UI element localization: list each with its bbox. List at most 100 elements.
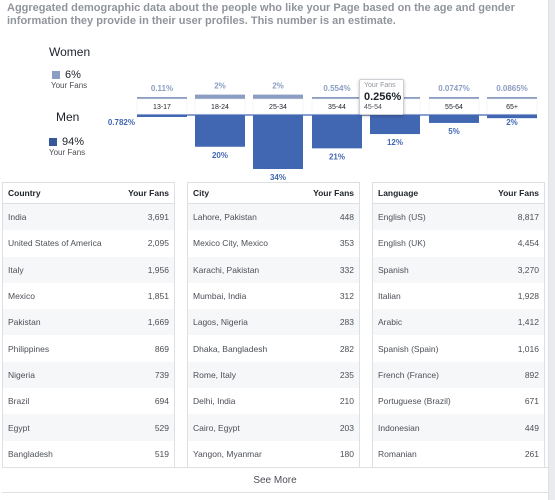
category-box	[486, 98, 538, 115]
country-fans-value: 529	[154, 422, 169, 433]
table-row: Italian 1,928	[373, 283, 544, 309]
country-name: Pakistan	[8, 317, 41, 328]
city-column-header: City	[193, 188, 210, 198]
table-row: Mumbai, India 312	[188, 283, 359, 309]
table-row: India 3,691	[3, 204, 174, 231]
city-name: Karachi, Pakistan	[193, 264, 260, 275]
table-row: Indonesian 449	[373, 414, 544, 441]
city-fans-value: 180	[339, 448, 354, 459]
city-table: City Your Fans Lahore, Pakistan 448 Mexico…	[187, 182, 360, 468]
country-name: Philippines	[8, 343, 50, 354]
city-fans-value: 283	[339, 317, 354, 328]
women-bar	[137, 97, 187, 99]
country-name: United States of America	[8, 238, 102, 249]
tooltip-value: 0.256%	[364, 91, 402, 103]
country-fans-header: Your Fans	[128, 188, 169, 198]
category-label: 65+	[506, 104, 518, 111]
men-value-label: 12%	[387, 138, 403, 147]
city-fans-value: 235	[339, 369, 354, 380]
category-box	[194, 98, 246, 115]
language-name: Spanish	[378, 264, 409, 275]
tooltip-category: 45-54	[364, 104, 382, 111]
women-bar	[429, 97, 479, 99]
country-name: Bangladesh	[8, 448, 53, 459]
women-bar	[253, 94, 303, 99]
age-gender-chart: 13-17 0.11% 0.782% 18-24 2% 20% 25-34 2% 34% 35-4…	[108, 82, 538, 182]
city-fans-value: 448	[339, 212, 354, 223]
table-row: Bangladesh 519	[3, 441, 174, 467]
table-row: Yangon, Myanmar 180	[188, 441, 359, 467]
men-value-label: 34%	[270, 173, 286, 182]
language-name: Romanian	[378, 448, 417, 459]
language-table: Language Your Fans English (US) 8,817 Engl…	[372, 182, 545, 468]
country-fans-value: 519	[154, 448, 169, 459]
tooltip-title: Your Fans	[364, 82, 396, 89]
language-name: Arabic	[378, 317, 403, 328]
men-value-label: 0.782%	[108, 118, 135, 127]
city-fans-value: 203	[339, 422, 354, 433]
language-fans-value: 8,817	[517, 212, 539, 223]
country-name: Egypt	[8, 422, 30, 433]
city-name: Dhaka, Bangladesh	[193, 343, 268, 354]
city-name: Rome, Italy	[193, 369, 236, 380]
category-label: 55-64	[445, 104, 463, 111]
women-swatch	[52, 71, 60, 79]
women-bar	[312, 97, 362, 99]
category-label: 25-34	[269, 104, 287, 111]
men-swatch	[49, 138, 57, 146]
city-fans-value: 282	[339, 343, 354, 354]
language-table-header: Language Your Fans	[373, 183, 544, 204]
language-name: English (UK)	[378, 238, 426, 249]
men-legend-title: Men	[56, 110, 80, 124]
table-row: Karachi, Pakistan 332	[188, 256, 359, 283]
men-value-label: 5%	[448, 127, 460, 136]
women-legend-pct: 6%	[65, 69, 81, 81]
language-name: English (US)	[378, 212, 426, 223]
country-name: India	[8, 212, 27, 223]
city-name: Yangon, Myanmar	[193, 448, 262, 459]
table-row: Spanish (Spain) 1,016	[373, 335, 544, 361]
table-row: Lahore, Pakistan 448	[188, 204, 359, 231]
country-table-header: Country Your Fans	[3, 183, 174, 204]
men-value-label: 20%	[212, 151, 228, 160]
table-row: French (France) 892	[373, 361, 544, 389]
table-row: Arabic 1,412	[373, 309, 544, 336]
description-text: Aggregated demographic data about the pe…	[7, 2, 515, 27]
country-fans-value: 1,956	[147, 264, 169, 275]
language-fans-value: 892	[524, 369, 539, 380]
see-more-button[interactable]: See More	[2, 467, 548, 493]
language-fans-value: 449	[524, 422, 539, 433]
country-name: Nigeria	[8, 369, 35, 380]
language-fans-header: Your Fans	[498, 188, 539, 198]
language-fans-value: 261	[524, 448, 539, 459]
city-name: Mexico City, Mexico	[193, 238, 268, 249]
country-name: Brazil	[8, 396, 30, 407]
men-bar	[370, 115, 420, 135]
women-value-label: 2%	[214, 82, 226, 91]
country-fans-value: 739	[154, 369, 169, 380]
city-name: Lagos, Nigeria	[193, 317, 248, 328]
table-row: Romanian 261	[373, 441, 544, 467]
language-name: Spanish (Spain)	[378, 343, 439, 354]
table-row: Cairo, Egypt 203	[188, 414, 359, 441]
country-name: Mexico	[8, 291, 35, 302]
women-value-label: 2%	[272, 82, 284, 91]
category-box	[428, 98, 480, 115]
table-row: Lagos, Nigeria 283	[188, 309, 359, 336]
table-row: Spanish 3,270	[373, 256, 544, 283]
city-table-header: City Your Fans	[188, 183, 359, 204]
country-fans-value: 1,851	[147, 291, 169, 302]
men-bar	[137, 115, 187, 117]
table-row: Delhi, India 210	[188, 388, 359, 414]
language-fans-value: 671	[524, 396, 539, 407]
country-rows: India 3,691 United States of America 2,095 I…	[3, 204, 174, 467]
category-label: 13-17	[153, 104, 171, 111]
city-fans-value: 332	[339, 264, 354, 275]
women-legend-title: Women	[49, 45, 91, 59]
women-bar	[195, 94, 245, 99]
men-bar	[487, 115, 537, 119]
men-legend-pct: 94%	[62, 136, 85, 148]
category-box	[252, 98, 304, 115]
language-fans-value: 1,928	[517, 291, 539, 302]
city-fans-value: 312	[339, 291, 354, 302]
